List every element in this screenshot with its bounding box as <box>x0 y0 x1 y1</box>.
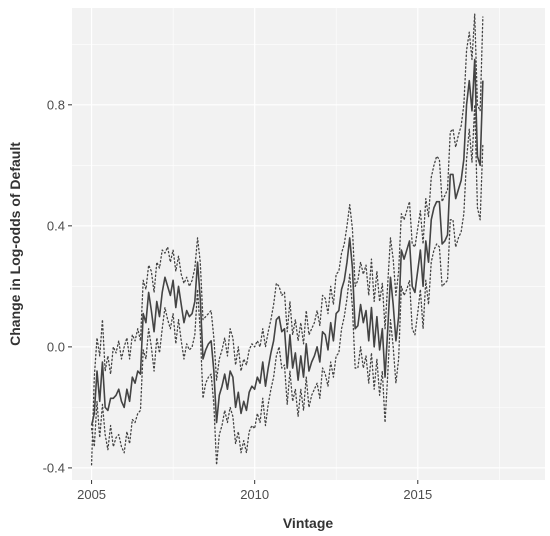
y-axis-title: Change in Log-odds of Default <box>7 142 23 346</box>
x-axis: 2005 2010 2015 <box>77 480 432 502</box>
major-gridlines <box>72 8 545 480</box>
interval-bound-line-1 <box>90 13 484 466</box>
y-tick-label: 0.0 <box>47 339 65 354</box>
y-tick-label: 0.8 <box>47 97 65 112</box>
y-tick-label: 0.4 <box>47 218 65 233</box>
x-tick-label: 2015 <box>403 487 432 502</box>
x-axis-title: Vintage <box>283 515 334 531</box>
x-tick-label: 2010 <box>240 487 269 502</box>
interval-bound-line-2 <box>90 104 484 466</box>
y-tick-label: -0.4 <box>43 460 65 475</box>
estimate-line-0 <box>90 58 484 426</box>
x-tick-label: 2005 <box>77 487 106 502</box>
y-axis: -0.4 0.0 0.4 0.8 <box>43 97 72 475</box>
series-layer <box>90 13 484 466</box>
